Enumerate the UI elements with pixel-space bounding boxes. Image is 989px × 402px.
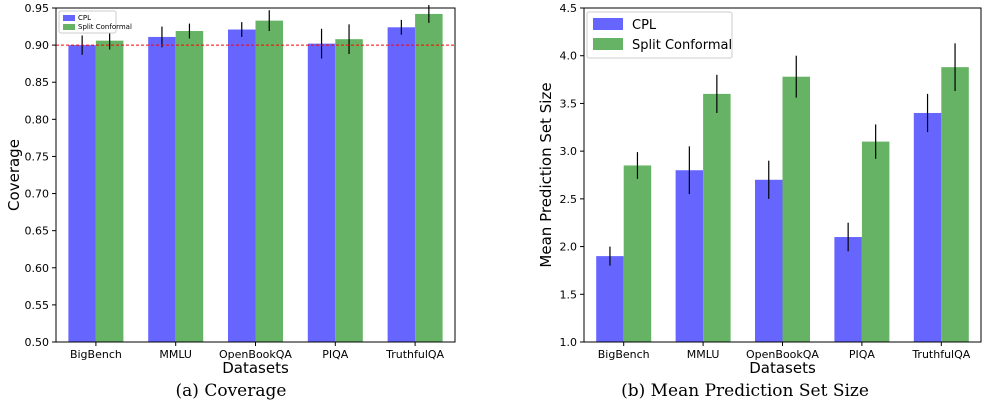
y-tick-label: 0.75: [25, 150, 50, 163]
bar-split-conformal-bigbench: [95, 40, 124, 342]
y-tick-label: 0.55: [25, 299, 50, 312]
bar-split-conformal-openbookqa: [255, 20, 283, 343]
legend-label: Split Conformal: [78, 23, 132, 31]
y-tick-label: 0.60: [25, 262, 50, 275]
x-tick-label: PIQA: [322, 348, 349, 361]
x-tick-label: TruthfulQA: [385, 348, 444, 361]
x-axis-label: Datasets: [749, 359, 816, 377]
y-tick-label: 1.5: [560, 288, 578, 301]
legend-label: CPL: [632, 18, 657, 33]
bar-split-conformal-piqa: [335, 39, 363, 342]
y-tick-label: 4.0: [560, 50, 578, 63]
x-axis-label: Datasets: [222, 359, 289, 377]
bar-cpl-truthfulqa: [913, 112, 942, 342]
y-tick-label: 0.85: [25, 76, 50, 89]
bar-cpl-bigbench: [596, 256, 624, 342]
y-tick-label: 0.50: [25, 336, 50, 349]
bar-cpl-truthfulqa: [387, 27, 416, 342]
bar-cpl-openbookqa: [228, 29, 256, 342]
y-tick-label: 2.5: [560, 193, 578, 206]
y-tick-label: 0.90: [25, 39, 50, 52]
legend-swatch: [63, 15, 75, 21]
coverage-chart: 0.50 0.55 0.60 0.65 0.70 0.75 0.80 0.85 0.90 0.95…: [5, 2, 456, 377]
legend-box: [586, 11, 733, 59]
y-tick-label: 0.95: [25, 2, 50, 15]
y-axis-label: Mean Prediction Set Size: [537, 82, 555, 267]
legend-label: Split Conformal: [632, 38, 732, 53]
y-axis-label: Coverage: [5, 139, 23, 211]
x-tick-label: TruthfulQA: [911, 348, 970, 361]
y-tick-label: 0.70: [25, 188, 50, 201]
bar-split-conformal-piqa: [861, 141, 890, 342]
legend-swatch: [593, 38, 623, 50]
set-size-chart: 1.0 1.5 2.0 2.5 3.0 3.5 4.0 4.5 BigBench MMLU Open…: [537, 2, 982, 377]
x-tick-label: OpenBookQA: [746, 348, 819, 361]
bar-split-conformal-mmlu: [175, 31, 204, 343]
x-tick-label: BigBench: [70, 348, 122, 361]
x-tick-label: MMLU: [687, 348, 720, 361]
x-tick-label: MMLU: [159, 348, 192, 361]
bar-cpl-openbookqa: [755, 179, 783, 342]
bar-split-conformal-truthfulqa: [941, 67, 969, 342]
y-tick-label: 0.65: [25, 225, 50, 238]
y-tick-label: 4.5: [560, 2, 578, 15]
bar-split-conformal-truthfulqa: [415, 13, 443, 343]
y-tick-label: 3.0: [560, 145, 578, 158]
x-tick-label: OpenBookQA: [219, 348, 292, 361]
bar-cpl-piqa: [834, 237, 862, 342]
bar-cpl-bigbench: [68, 45, 96, 342]
bar-cpl-mmlu: [148, 36, 176, 343]
bar-split-conformal-bigbench: [623, 165, 652, 342]
legend-swatch: [63, 24, 75, 30]
bar-split-conformal-openbookqa: [782, 76, 810, 343]
caption-set-size: (b) Mean Prediction Set Size: [621, 381, 869, 401]
bar-split-conformal-mmlu: [703, 93, 731, 342]
y-tick-label: 1.0: [560, 336, 578, 349]
bar-cpl-mmlu: [675, 170, 704, 342]
legend-swatch: [593, 18, 623, 30]
legend-label: CPL: [78, 14, 91, 22]
caption-coverage: (a) Coverage: [176, 381, 287, 401]
bar-cpl-piqa: [307, 43, 336, 342]
x-tick-label: BigBench: [598, 348, 650, 361]
y-tick-label: 0.80: [25, 113, 50, 126]
y-tick-label: 3.5: [560, 97, 578, 110]
x-tick-label: PIQA: [849, 348, 876, 361]
y-tick-label: 2.0: [560, 241, 578, 254]
